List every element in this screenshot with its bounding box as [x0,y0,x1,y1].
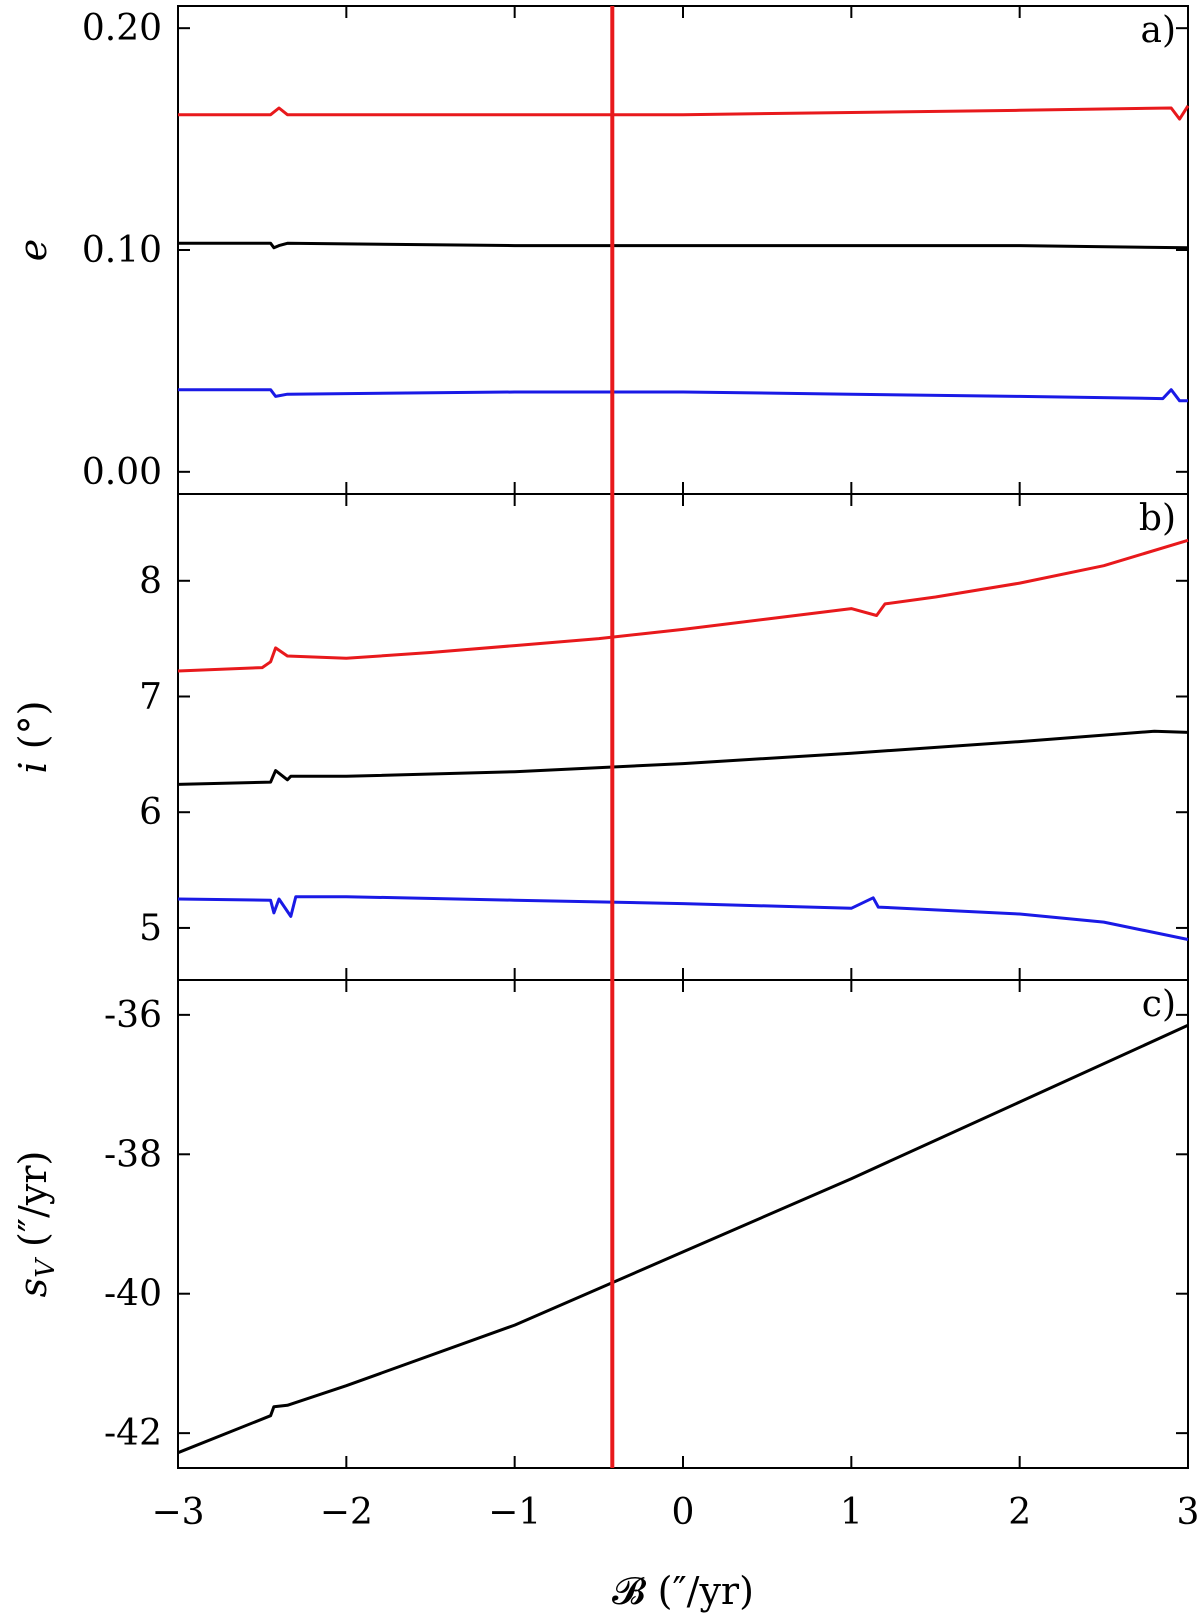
x-tick-label: 0 [672,1492,695,1533]
y-axis-label: i (°) [11,701,55,774]
series-line [177,895,1189,941]
series-line [178,241,1189,250]
x-tick-label: −2 [320,1492,373,1533]
panel-frame [177,493,1189,981]
x-tick-label: 1 [840,1492,863,1533]
panel-label: b) [1139,498,1176,539]
x-tick-label: −3 [151,1492,204,1533]
panel-label: a) [1140,10,1176,51]
panel-b: 5 6 7 8 b) i (°) [11,493,1189,981]
y-tick-label: -36 [104,995,162,1036]
y-tick-label: -38 [104,1134,162,1175]
series-line [177,1023,1189,1455]
y-tick-label: 6 [139,792,162,833]
panel-frame [177,5,1189,495]
y-tick-label: -42 [104,1413,162,1454]
y-tick-label: 0.10 [82,230,162,271]
y-tick-label: -40 [104,1274,162,1315]
y-tick-label: 0.00 [82,452,162,493]
y-tick-label: 7 [139,677,162,718]
y-tick-label: 5 [139,908,162,949]
panel-a: 0.00 0.10 0.20 a) e [11,5,1190,495]
panel-c: -42 -40 -38 -36 c) sV (″/yr) −3 −2 −1 0 1 2 3 𝓑 (″/yr… [11,979,1200,1613]
panel-label: c) [1142,984,1176,1025]
x-tick-label: −1 [488,1492,541,1533]
series-line [177,729,1189,786]
y-axis-label: sV (″/yr) [11,1151,61,1298]
y-axis-label: e [11,239,55,262]
x-axis-label: 𝓑 (″/yr) [612,1569,754,1613]
series-line [178,388,1188,403]
y-tick-label: 0.20 [82,8,162,49]
x-tick-label: 3 [1177,1492,1200,1533]
panel-frame [177,979,1189,1469]
series-line [178,104,1190,121]
x-tick-label: 2 [1008,1492,1031,1533]
y-tick-label: 8 [139,561,162,602]
series-line [177,538,1189,673]
